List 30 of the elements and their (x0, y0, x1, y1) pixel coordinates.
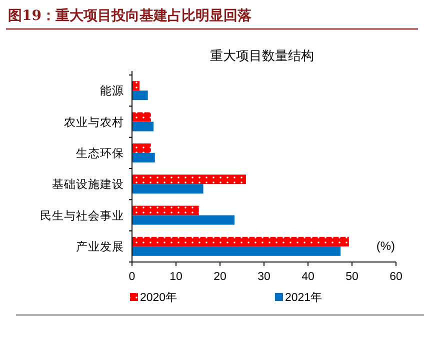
x-tick-label: 20 (214, 271, 226, 283)
x-tick-label: 0 (128, 271, 136, 283)
x-tick-label: 10 (170, 271, 182, 283)
y-tick-label: 民生与社会事业 (40, 208, 124, 222)
y-tick-label: 能源 (100, 84, 124, 98)
chart-subtitle: 重大项目数量结构 (210, 49, 314, 64)
bar (132, 122, 154, 132)
bar (132, 174, 246, 184)
bar (132, 112, 151, 122)
bar (132, 215, 235, 225)
y-tick-label: 基础设施建设 (52, 177, 124, 192)
bar (132, 246, 341, 256)
x-tick-label: 50 (346, 271, 358, 283)
x-axis-title: (%) (376, 239, 395, 253)
legend-label: 2020年 (140, 291, 178, 304)
y-tick-label: 农业与农村 (64, 114, 124, 129)
y-tick-label: 产业发展 (76, 239, 124, 254)
bar (132, 206, 199, 216)
chart-title: 图19：重大项目投向基建占比明显回落 (8, 8, 252, 24)
y-tick-label: 生态环保 (76, 146, 124, 160)
bar (132, 184, 204, 194)
bar (132, 152, 155, 162)
bar (132, 90, 148, 100)
bar (132, 81, 140, 91)
x-tick-label: 40 (302, 271, 314, 283)
bar (132, 236, 349, 246)
bar (132, 143, 151, 153)
legend-label: 2021年 (285, 291, 323, 304)
x-tick-label: 30 (258, 271, 270, 283)
x-tick-label: 60 (390, 271, 402, 283)
